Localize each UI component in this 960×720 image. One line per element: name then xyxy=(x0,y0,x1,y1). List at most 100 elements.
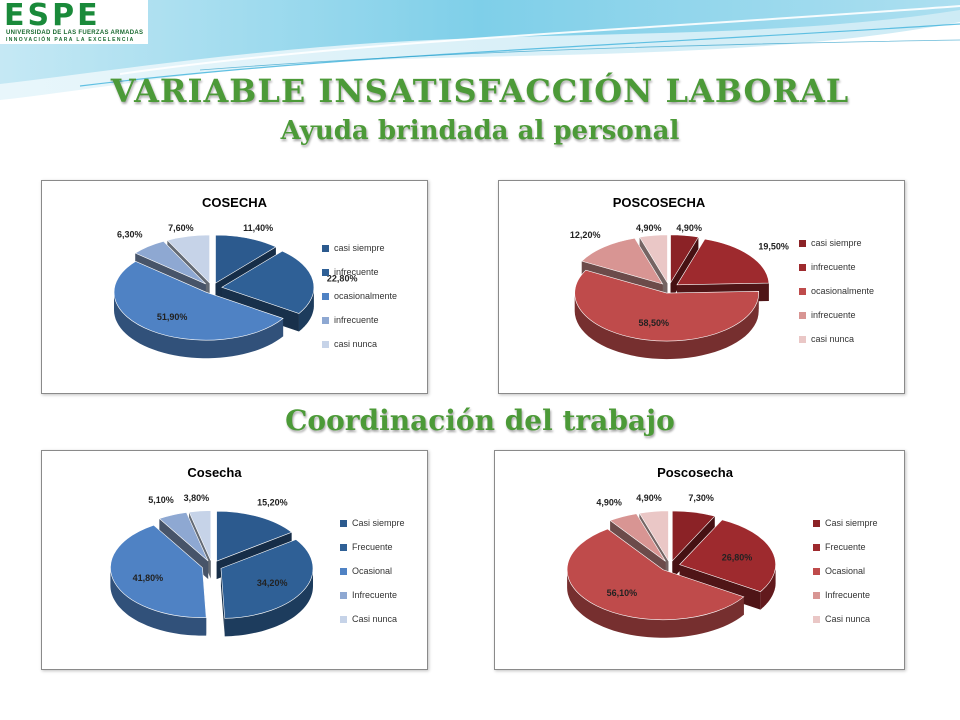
legend-item: casi nunca xyxy=(322,332,397,356)
pie-chart-svg: 4,90% 19,50% 58,50% 12,20% 4,90% xyxy=(570,223,789,360)
legend-label: infrecuente xyxy=(811,262,856,272)
legend-label: casi nunca xyxy=(811,334,855,344)
data-label: 58,50% xyxy=(639,318,670,328)
legend-item: infrecuente xyxy=(799,303,874,327)
legend-label: casi siempre xyxy=(334,243,385,253)
chart-legend: casi siempre infrecuente ocasionalmente inf… xyxy=(322,236,397,356)
legend-label: Casi nunca xyxy=(825,614,871,624)
legend-swatch xyxy=(322,340,329,348)
pie-slice-2 xyxy=(679,519,776,593)
data-label: 56,10% xyxy=(607,588,638,598)
page-heading: VARIABLE INSATISFACCIÓN LABORAL xyxy=(110,72,850,110)
legend-item: casi siempre xyxy=(799,231,874,255)
pie-slice-3 xyxy=(113,261,284,341)
data-label: 6,30% xyxy=(117,230,143,240)
legend-swatch xyxy=(813,519,820,527)
pie-slice-5 xyxy=(638,510,669,562)
data-label: 19,50% xyxy=(758,242,789,252)
legend-swatch xyxy=(799,311,806,319)
legend-label: Infrecuente xyxy=(352,590,398,600)
legend-item: Ocasional xyxy=(813,559,878,583)
legend-item: casi nunca xyxy=(799,327,874,351)
legend-item: Casi siempre xyxy=(340,511,405,535)
pie-chart-svg: 7,30% 26,80% 56,10% 4,90% 4,90% xyxy=(566,493,776,638)
legend-swatch xyxy=(322,268,329,276)
legend-item: infrecuente xyxy=(322,260,397,284)
chart-panel-cosecha-coordinacion: 15,20% 34,20% 41,80% 5,10% 3,80% Cosecha Casi … xyxy=(41,450,428,670)
legend-label: Ocasional xyxy=(825,566,866,576)
legend-swatch xyxy=(340,567,347,575)
pie-slice-2 xyxy=(220,539,314,619)
header-swoosh-decoration xyxy=(0,0,960,100)
legend-item: ocasionalmente xyxy=(799,279,874,303)
legend-label: Casi nunca xyxy=(352,614,398,624)
legend-swatch xyxy=(322,316,329,324)
legend-item: Infrecuente xyxy=(340,583,405,607)
pie-slice-5 xyxy=(639,234,668,284)
pie-slice-3 xyxy=(574,269,759,342)
data-label: 5,10% xyxy=(148,495,174,505)
pie-slice-1 xyxy=(671,510,716,562)
data-label: 15,20% xyxy=(257,498,288,508)
legend-label: Casi siempre xyxy=(352,518,405,528)
legend-swatch xyxy=(813,543,820,551)
pie-slice-3 xyxy=(566,528,745,621)
legend-label: Frecuente xyxy=(352,542,393,552)
legend-swatch xyxy=(340,519,347,527)
legend-swatch xyxy=(340,543,347,551)
legend-item: infrecuente xyxy=(799,255,874,279)
legend-label: infrecuente xyxy=(334,315,379,325)
legend-item: Casi nunca xyxy=(813,607,878,631)
chart-title: Cosecha xyxy=(187,465,242,480)
data-label: 51,90% xyxy=(157,312,188,322)
logo-wordmark: ESPE xyxy=(4,0,101,33)
legend-label: infrecuente xyxy=(811,310,856,320)
data-label: 4,90% xyxy=(636,223,662,233)
legend-item: Ocasional xyxy=(340,559,405,583)
pie-slice-1 xyxy=(216,510,293,562)
data-label: 12,20% xyxy=(570,230,601,240)
data-label: 41,80% xyxy=(133,573,164,583)
data-label: 34,20% xyxy=(257,578,288,588)
legend-swatch xyxy=(813,567,820,575)
legend-label: ocasionalmente xyxy=(334,291,398,301)
pie-slice-5 xyxy=(188,510,212,561)
data-label: 4,90% xyxy=(676,223,702,233)
chart-panel-poscosecha-coordinacion: 7,30% 26,80% 56,10% 4,90% 4,90% Poscosecha Cas… xyxy=(494,450,905,670)
pie-slice-1 xyxy=(215,234,277,284)
pie-slice-2 xyxy=(676,238,770,286)
pie-slice-4 xyxy=(581,237,664,285)
pie-slice-2 xyxy=(221,250,315,314)
data-label: 11,40% xyxy=(243,223,273,233)
legend-swatch xyxy=(322,244,329,252)
data-label: 7,60% xyxy=(168,223,194,233)
pie-slice-5 xyxy=(166,234,210,284)
section-title-coordinacion: Coordinación del trabajo xyxy=(285,404,675,437)
chart-title: Poscosecha xyxy=(657,465,733,480)
data-label: 22,80% xyxy=(327,274,358,284)
chart-panel-poscosecha-ayuda: 4,90% 19,50% 58,50% 12,20% 4,90% POSCOSECHA ca… xyxy=(498,180,905,394)
legend-label: Infrecuente xyxy=(825,590,871,600)
legend-swatch xyxy=(322,292,329,300)
legend-item: Frecuente xyxy=(340,535,405,559)
legend-label: casi nunca xyxy=(334,339,378,349)
legend-item: infrecuente xyxy=(322,308,397,332)
legend-label: ocasionalmente xyxy=(811,286,875,296)
data-label: 26,80% xyxy=(722,552,753,562)
chart-title: POSCOSECHA xyxy=(612,195,706,210)
legend-swatch xyxy=(813,615,820,623)
pie-slice-4 xyxy=(134,240,206,285)
legend-item: Casi nunca xyxy=(340,607,405,631)
legend-label: infrecuente xyxy=(334,267,379,277)
pie-slice-4 xyxy=(609,513,666,562)
logo-university-name: UNIVERSIDAD DE LAS FUERZAS ARMADAS xyxy=(6,30,144,36)
chart-legend: Casi siempre Frecuente Ocasional Infrecuent… xyxy=(340,511,405,631)
legend-label: Frecuente xyxy=(825,542,866,552)
chart-legend: casi siempre infrecuente ocasionalmente inf… xyxy=(799,231,874,351)
legend-item: Infrecuente xyxy=(813,583,878,607)
pie-slice-4 xyxy=(158,512,209,562)
chart-legend: Casi siempre Frecuente Ocasional Infrecuent… xyxy=(813,511,878,631)
legend-swatch xyxy=(813,591,820,599)
chart-panel-cosecha-ayuda: 11,40% 22,80% 51,90% 6,30% 7,60% COSECHA casi … xyxy=(41,180,428,394)
logo-motto: INNOVACIÓN PARA LA EXCELENCIA xyxy=(6,37,135,43)
